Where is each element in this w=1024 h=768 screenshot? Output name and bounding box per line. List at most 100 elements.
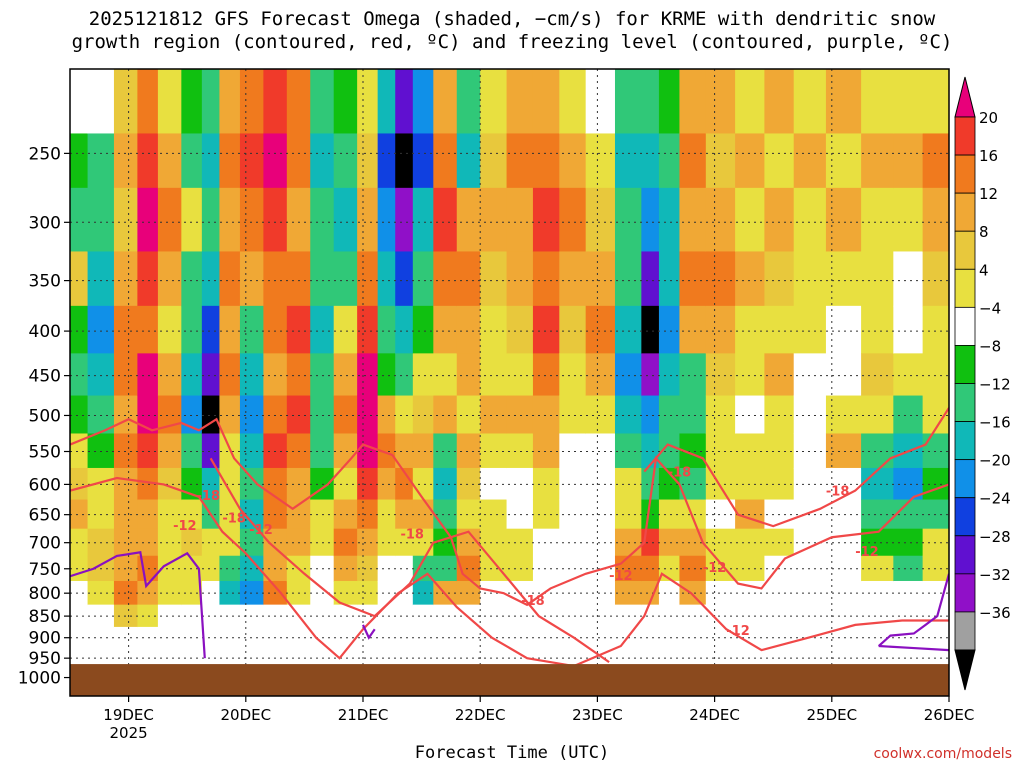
- omega-cell: [137, 528, 159, 557]
- terrain-ground: [70, 664, 949, 696]
- omega-cell: [585, 395, 616, 435]
- y-tick-label: 500: [29, 406, 61, 426]
- omega-cell: [333, 187, 358, 253]
- omega-cell: [219, 305, 241, 354]
- omega-cell: [735, 604, 766, 628]
- omega-cell: [333, 69, 358, 135]
- omega-cell: [793, 133, 827, 189]
- omega-cell: [641, 580, 660, 606]
- omega-cell: [157, 626, 182, 649]
- omega-cell: [395, 353, 414, 397]
- omega-cell: [893, 187, 924, 253]
- omega-cell: [705, 604, 736, 628]
- omega-cell: [333, 626, 358, 649]
- colorbar-label: −32: [979, 566, 1011, 584]
- omega-cell: [70, 499, 89, 530]
- omega-cell: [377, 187, 396, 253]
- omega-cell: [263, 187, 288, 253]
- omega-cell: [764, 251, 795, 307]
- omega-cell: [922, 528, 949, 557]
- colorbar-arrow-top: [954, 76, 976, 118]
- omega-cell: [679, 187, 707, 253]
- omega-cell: [395, 133, 414, 189]
- omega-cell: [113, 187, 138, 253]
- omega-cell: [641, 133, 660, 189]
- omega-cell: [219, 395, 241, 435]
- omega-cell: [70, 528, 89, 557]
- omega-cell: [333, 353, 358, 397]
- y-tick-label: 650: [29, 506, 61, 526]
- omega-cell: [70, 580, 89, 606]
- omega-cell: [506, 305, 534, 354]
- omega-cell: [893, 69, 924, 135]
- omega-cell: [181, 133, 203, 189]
- omega-cell: [658, 133, 681, 189]
- y-tick-label: 900: [29, 629, 61, 649]
- watermark-link[interactable]: coolwx.com/models: [873, 746, 1012, 762]
- omega-cell: [433, 69, 458, 135]
- omega-cell: [705, 305, 736, 354]
- omega-cell: [922, 133, 949, 189]
- omega-cell: [310, 69, 335, 135]
- omega-cell: [532, 251, 560, 307]
- omega-cell: [201, 69, 221, 135]
- omega-cell: [70, 305, 89, 354]
- colorbar-swatch: [954, 459, 976, 499]
- omega-cell: [157, 353, 182, 397]
- omega-cell: [735, 251, 766, 307]
- omega-cell: [922, 251, 949, 307]
- omega-cell: [893, 305, 924, 354]
- omega-cell: [893, 555, 924, 582]
- omega-cell: [377, 395, 396, 435]
- omega-cell: [219, 133, 241, 189]
- omega-cell: [658, 626, 681, 649]
- omega-cell: [70, 69, 89, 135]
- omega-cell: [658, 499, 681, 530]
- omega-cell: [585, 353, 616, 397]
- omega-cell: [395, 69, 414, 135]
- omega-cell: [893, 499, 924, 530]
- omega-cell: [861, 467, 894, 501]
- omega-cell: [893, 604, 924, 628]
- omega-cell: [658, 604, 681, 628]
- omega-cell: [412, 251, 434, 307]
- colorbar-swatch: [954, 535, 976, 575]
- omega-cell: [735, 69, 766, 135]
- omega-cell: [395, 187, 414, 253]
- omega-cell: [310, 187, 335, 253]
- omega-cell: [793, 353, 827, 397]
- omega-cell: [137, 604, 159, 628]
- omega-cell: [333, 604, 358, 628]
- x-tick-label: 21DEC: [338, 706, 389, 724]
- omega-cell: [113, 133, 138, 189]
- omega-cell: [377, 69, 396, 135]
- omega-cell: [137, 467, 159, 501]
- omega-cell: [585, 69, 616, 135]
- omega-cell: [433, 353, 458, 397]
- dgz-contour-line: [209, 457, 610, 664]
- contour-label: -12: [249, 523, 273, 538]
- omega-cell: [412, 305, 434, 354]
- omega-cell: [395, 433, 414, 469]
- omega-cell: [157, 251, 182, 307]
- omega-cell: [825, 353, 862, 397]
- omega-cell: [137, 433, 159, 469]
- omega-cell: [679, 69, 707, 135]
- omega-cell: [559, 353, 587, 397]
- omega-cell: [532, 626, 560, 649]
- omega-cell: [333, 528, 358, 557]
- omega-cell: [181, 353, 203, 397]
- omega-cell: [893, 580, 924, 606]
- omega-cell: [310, 353, 335, 397]
- omega-cell: [764, 395, 795, 435]
- omega-cell: [113, 251, 138, 307]
- omega-cell: [861, 133, 894, 189]
- omega-cell: [922, 499, 949, 530]
- omega-cell: [395, 626, 414, 649]
- omega-cell: [705, 133, 736, 189]
- omega-cell: [219, 251, 241, 307]
- omega-cell: [658, 433, 681, 469]
- freezing-level-contour-line: [70, 551, 206, 659]
- colorbar-label: 16: [979, 147, 998, 165]
- omega-cell: [357, 187, 379, 253]
